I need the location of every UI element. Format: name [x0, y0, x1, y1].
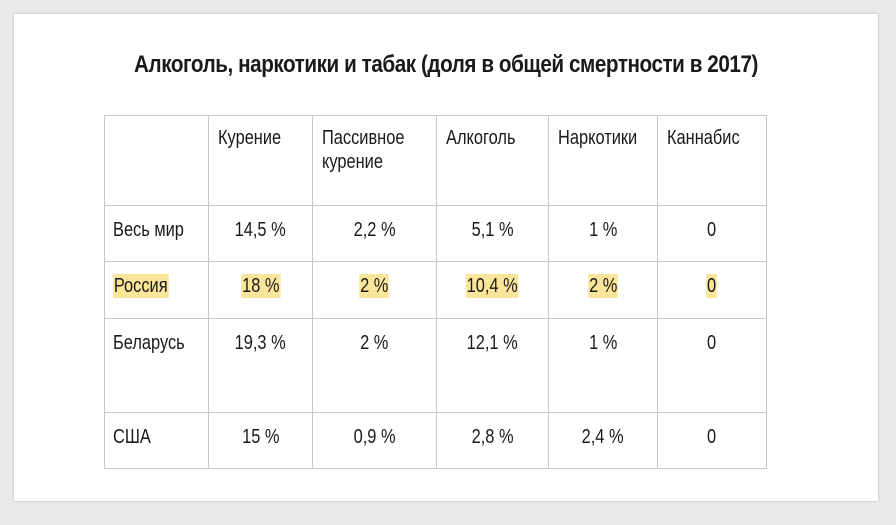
- header-cannabis: Каннабис: [657, 115, 767, 206]
- header-passive-smoking: Пассивное курение: [312, 115, 437, 206]
- cell-value: 0: [657, 205, 767, 262]
- table-row: США 15 % 0,9 % 2,8 % 2,4 % 0: [104, 412, 767, 469]
- cell-value: 5,1 %: [436, 205, 549, 262]
- cell-value: 18 %: [208, 261, 313, 319]
- header-corner-cell: [104, 115, 209, 206]
- table-row-highlighted: Россия 18 % 2 % 10,4 % 2 % 0: [104, 261, 767, 319]
- slide-title: Алкоголь, наркотики и табак (доля в обще…: [134, 51, 758, 78]
- cell-value: 15 %: [208, 412, 313, 469]
- cell-value: 2,8 %: [436, 412, 549, 469]
- slide-card: Алкоголь, наркотики и табак (доля в обще…: [14, 14, 878, 501]
- table-row: Беларусь 19,3 % 2 % 12,1 % 1 % 0: [104, 318, 767, 413]
- cell-value: 0,9 %: [312, 412, 437, 469]
- cell-value: 1 %: [548, 318, 658, 413]
- cell-value: 2 %: [312, 261, 437, 319]
- cell-value: 2 %: [548, 261, 658, 319]
- cell-value: 10,4 %: [436, 261, 549, 319]
- header-smoking: Курение: [208, 115, 313, 206]
- cell-value: 14,5 %: [208, 205, 313, 262]
- table-row: Весь мир 14,5 % 2,2 % 5,1 % 1 % 0: [104, 205, 767, 262]
- header-drugs: Наркотики: [548, 115, 658, 206]
- row-label-usa: США: [104, 412, 209, 469]
- table-header-row: Курение Пассивное курение Алкоголь Наркот…: [104, 115, 767, 206]
- cell-value: 2,2 %: [312, 205, 437, 262]
- row-label-belarus: Беларусь: [104, 318, 209, 413]
- mortality-table: Курение Пассивное курение Алкоголь Наркот…: [104, 115, 767, 469]
- header-alcohol: Алкоголь: [436, 115, 549, 206]
- cell-value: 2 %: [312, 318, 437, 413]
- cell-value: 19,3 %: [208, 318, 313, 413]
- cell-value: 12,1 %: [436, 318, 549, 413]
- cell-value: 1 %: [548, 205, 658, 262]
- row-label-russia: Россия: [104, 261, 209, 319]
- cell-value: 0: [657, 261, 767, 319]
- cell-value: 2,4 %: [548, 412, 658, 469]
- row-label-world: Весь мир: [104, 205, 209, 262]
- cell-value: 0: [657, 412, 767, 469]
- cell-value: 0: [657, 318, 767, 413]
